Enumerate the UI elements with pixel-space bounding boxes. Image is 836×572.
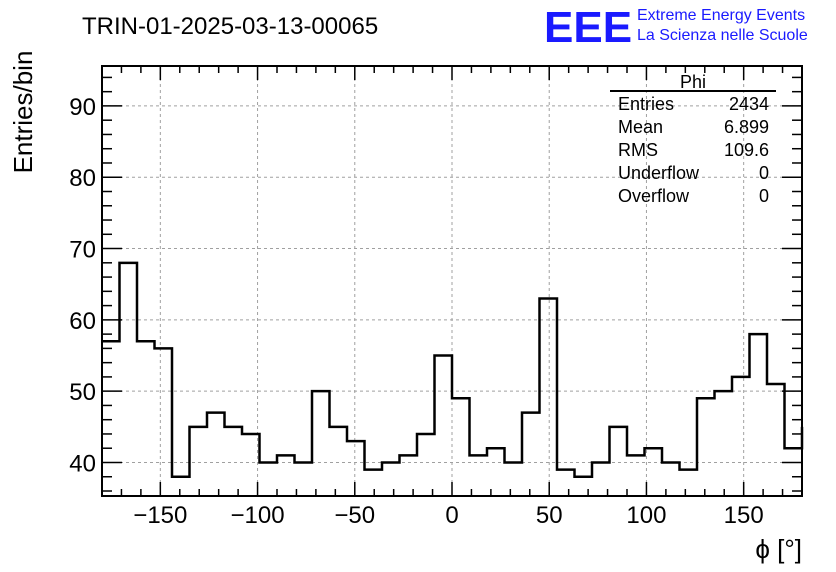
x-tick-label: 100: [626, 502, 666, 529]
stats-box-title: Phi: [680, 72, 706, 92]
x-tick-label: 150: [724, 502, 764, 529]
stats-row-value: 6.899: [724, 117, 769, 137]
y-axis-label: Entries/bin: [8, 51, 38, 174]
stats-row-value: 0: [759, 186, 769, 206]
stats-row-label: Mean: [618, 117, 663, 137]
y-tick-label: 70: [69, 237, 96, 264]
x-tick-label: −50: [334, 502, 375, 529]
x-tick-label: 50: [536, 502, 563, 529]
stats-row-label: RMS: [618, 140, 658, 160]
logo-line-1: Extreme Energy Events: [637, 7, 805, 24]
stats-row-label: Entries: [618, 94, 674, 114]
eee-logo: EEE Extreme Energy Events La Scienza nel…: [544, 3, 808, 52]
x-tick-label: 0: [445, 502, 458, 529]
y-tick-label: 90: [69, 94, 96, 121]
stats-row-value: 0: [759, 163, 769, 183]
stats-row-label: Underflow: [618, 163, 700, 183]
stats-row-value: 2434: [729, 94, 769, 114]
logo-line-2: La Scienza nelle Scuole: [637, 27, 808, 44]
x-tick-labels: −150 −100 −50 0 50 100 150: [133, 502, 763, 529]
y-tick-label: 50: [69, 379, 96, 406]
chart-title: TRIN-01-2025-03-13-00065: [82, 13, 378, 40]
eee-logo-mark: EEE: [544, 3, 632, 52]
y-tick-label: 40: [69, 450, 96, 477]
stats-rows: Entries 2434 Mean 6.899 RMS 109.6 Underflow 0 Ov…: [618, 94, 769, 206]
stats-box: Phi Entries 2434 Mean 6.899 RMS 109.6 Underflo…: [610, 72, 776, 206]
x-tick-label: −150: [133, 502, 187, 529]
stats-row-value: 109.6: [724, 140, 769, 160]
x-axis-label: ϕ [°]: [755, 534, 802, 564]
x-tick-label: −100: [231, 502, 285, 529]
grid-lines: [102, 66, 802, 496]
y-tick-label: 80: [69, 165, 96, 192]
stats-row-label: Overflow: [618, 186, 690, 206]
axis-ticks: [101, 66, 803, 496]
histogram-outline: [102, 261, 804, 478]
y-tick-labels: 40 50 60 70 80 90: [69, 94, 96, 478]
y-tick-label: 60: [69, 308, 96, 335]
